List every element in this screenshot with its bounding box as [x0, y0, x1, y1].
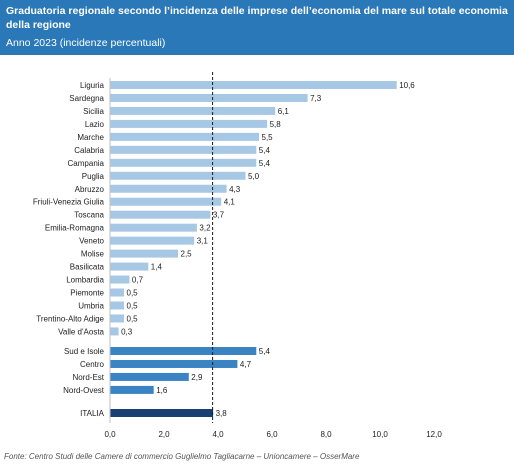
- value-label: 1,4: [151, 263, 163, 272]
- x-tick-label: 12,0: [426, 430, 442, 439]
- bar-nord-est: [110, 372, 189, 381]
- value-label: 0,5: [127, 301, 139, 310]
- category-label: Sardegna: [69, 94, 104, 103]
- value-label: 5,4: [259, 159, 271, 168]
- bar-calabria: [110, 145, 257, 154]
- bar-umbria: [110, 301, 124, 310]
- category-label: Veneto: [79, 237, 104, 246]
- chart-header: Graduatoria regionale secondo l’incidenz…: [0, 0, 514, 55]
- bar-trentino-alto-adige: [110, 314, 124, 323]
- bar-abruzzo: [110, 184, 227, 193]
- value-label: 0,5: [127, 314, 139, 323]
- value-label: 3,7: [213, 211, 225, 220]
- x-tick-label: 8,0: [320, 430, 332, 439]
- bar-marche: [110, 132, 259, 141]
- value-label: 2,5: [181, 250, 193, 259]
- category-label: Toscana: [74, 211, 104, 220]
- bar-toscana: [110, 210, 211, 219]
- value-label: 2,9: [191, 373, 203, 382]
- bar-valle-d-aosta: [110, 327, 119, 336]
- category-label: Nord-Ovest: [63, 386, 105, 395]
- value-label: 0,3: [121, 327, 133, 336]
- value-label: 5,0: [248, 172, 260, 181]
- category-label: ITALIA: [80, 409, 105, 418]
- x-tick-label: 6,0: [266, 430, 278, 439]
- bar-lombardia: [110, 275, 130, 284]
- category-label: Nord-Est: [72, 373, 104, 382]
- bar-nord-ovest: [110, 385, 154, 394]
- x-tick-label: 0,0: [104, 430, 116, 439]
- bar-friuli-venezia-giulia: [110, 197, 222, 206]
- value-label: 5,5: [262, 133, 274, 142]
- value-label: 6,1: [278, 107, 290, 116]
- category-label: Liguria: [80, 81, 105, 90]
- bar-sud-e-isole: [110, 347, 257, 355]
- bar-campania: [110, 158, 257, 167]
- category-label: Basilicata: [70, 263, 105, 272]
- value-label: 5,4: [259, 146, 271, 155]
- x-tick-label: 10,0: [372, 430, 388, 439]
- value-label: 7,3: [310, 94, 322, 103]
- bar-sicilia: [110, 106, 276, 115]
- bar-emilia-romagna: [110, 223, 197, 232]
- value-label: 0,7: [132, 276, 144, 285]
- category-label: Calabria: [74, 146, 104, 155]
- category-label: Lombardia: [66, 276, 104, 285]
- category-label: Umbria: [78, 301, 104, 310]
- category-label: Abruzzo: [75, 185, 105, 194]
- category-label: Puglia: [82, 172, 105, 181]
- source-note: Fonte: Centro Studi delle Camere di comm…: [4, 452, 360, 461]
- bar-centro: [110, 359, 238, 368]
- category-label: Centro: [80, 360, 105, 369]
- category-label: Piemonte: [70, 289, 104, 298]
- category-label: Trentino-Alto Adige: [36, 314, 104, 323]
- category-label: Marche: [77, 133, 104, 142]
- bar-basilicata: [110, 262, 149, 271]
- category-label: Friuli-Venezia Giulia: [33, 198, 105, 207]
- value-label: 5,4: [259, 347, 271, 356]
- category-label: Valle d'Aosta: [58, 327, 104, 336]
- bar-italia: [110, 409, 214, 417]
- value-label: 3,2: [199, 224, 211, 233]
- bar-puglia: [110, 171, 246, 180]
- category-label: Lazio: [85, 120, 105, 129]
- chart-title: Graduatoria regionale secondo l’incidenz…: [6, 5, 508, 31]
- x-tick-label: 4,0: [212, 430, 224, 439]
- category-label: Sud e Isole: [64, 347, 105, 356]
- category-label: Emilia-Romagna: [45, 224, 105, 233]
- chart-subtitle: Anno 2023 (incidenze percentuali): [6, 37, 166, 49]
- value-label: 4,3: [229, 185, 241, 194]
- category-label: Molise: [81, 250, 105, 259]
- value-label: 4,7: [240, 360, 252, 369]
- x-tick-label: 2,0: [158, 430, 170, 439]
- bar-piemonte: [110, 288, 124, 297]
- value-label: 4,1: [224, 198, 236, 207]
- category-label: Campania: [68, 159, 105, 168]
- value-label: 1,6: [156, 386, 168, 395]
- bar-liguria: [110, 81, 397, 89]
- bar-sardegna: [110, 93, 308, 102]
- value-label: 10,6: [399, 81, 415, 90]
- value-label: 3,8: [216, 409, 228, 418]
- value-label: 5,8: [270, 120, 282, 129]
- value-label: 3,1: [197, 237, 209, 246]
- bar-veneto: [110, 236, 195, 245]
- bar-lazio: [110, 119, 268, 128]
- bar-molise: [110, 249, 178, 258]
- value-label: 0,5: [127, 289, 139, 298]
- category-label: Sicilia: [83, 107, 104, 116]
